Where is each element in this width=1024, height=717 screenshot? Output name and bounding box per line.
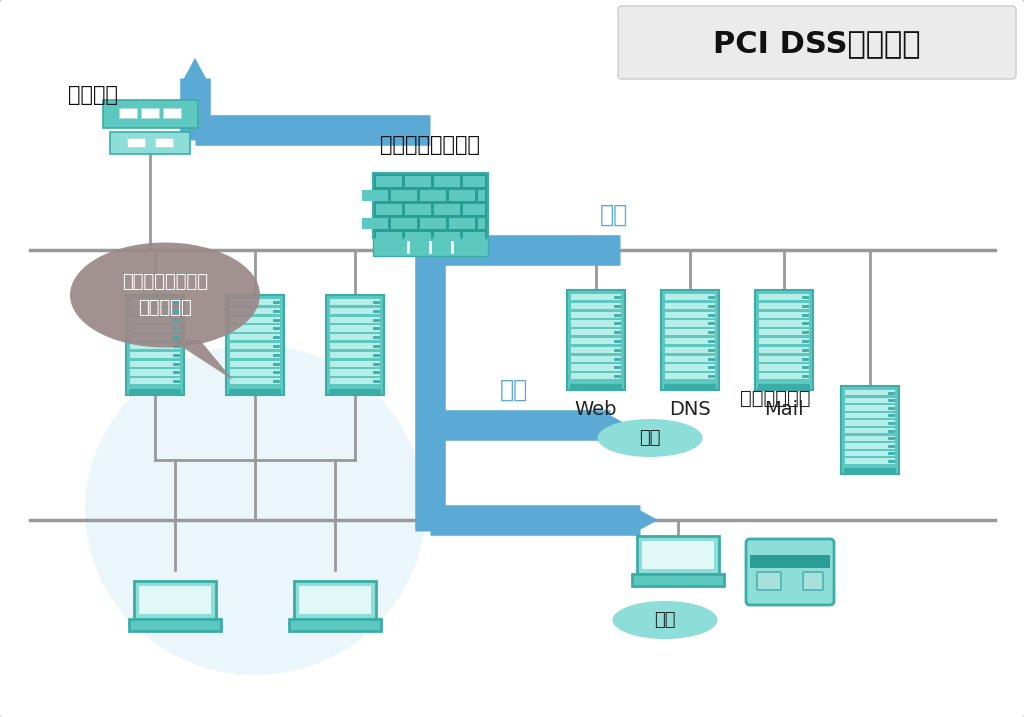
FancyBboxPatch shape [759, 303, 809, 309]
FancyBboxPatch shape [130, 352, 180, 358]
FancyBboxPatch shape [746, 539, 834, 605]
Text: PCI DSS対象範囲: PCI DSS対象範囲 [714, 29, 921, 59]
FancyBboxPatch shape [230, 369, 280, 376]
FancyBboxPatch shape [477, 217, 484, 229]
FancyBboxPatch shape [110, 132, 190, 154]
FancyBboxPatch shape [130, 317, 180, 323]
FancyBboxPatch shape [330, 352, 380, 358]
FancyBboxPatch shape [845, 443, 895, 449]
FancyBboxPatch shape [662, 290, 719, 390]
FancyBboxPatch shape [330, 317, 380, 323]
FancyBboxPatch shape [130, 361, 180, 367]
FancyBboxPatch shape [330, 326, 380, 331]
FancyBboxPatch shape [404, 232, 430, 242]
FancyBboxPatch shape [759, 364, 809, 371]
FancyBboxPatch shape [127, 138, 145, 147]
FancyBboxPatch shape [361, 189, 387, 201]
FancyBboxPatch shape [130, 308, 180, 314]
FancyBboxPatch shape [477, 189, 484, 201]
FancyBboxPatch shape [571, 312, 621, 318]
FancyBboxPatch shape [404, 204, 430, 214]
FancyBboxPatch shape [571, 329, 621, 336]
FancyBboxPatch shape [330, 361, 380, 367]
Text: ルーター: ルーター [68, 85, 118, 105]
FancyBboxPatch shape [330, 343, 380, 349]
FancyBboxPatch shape [665, 356, 715, 362]
FancyBboxPatch shape [845, 398, 895, 403]
FancyBboxPatch shape [449, 217, 474, 229]
FancyBboxPatch shape [845, 436, 895, 441]
Ellipse shape [612, 601, 718, 639]
FancyBboxPatch shape [289, 619, 381, 632]
FancyBboxPatch shape [330, 369, 380, 376]
FancyBboxPatch shape [119, 108, 137, 118]
FancyBboxPatch shape [130, 369, 180, 376]
FancyBboxPatch shape [230, 308, 280, 314]
Text: データベース: データベース [740, 389, 811, 407]
FancyBboxPatch shape [102, 100, 198, 128]
FancyBboxPatch shape [845, 405, 895, 411]
FancyBboxPatch shape [229, 389, 281, 395]
Text: ファイアウォール: ファイアウォール [380, 135, 480, 155]
FancyBboxPatch shape [571, 294, 621, 300]
FancyBboxPatch shape [841, 386, 899, 474]
FancyBboxPatch shape [330, 334, 380, 341]
FancyBboxPatch shape [330, 308, 380, 314]
FancyBboxPatch shape [294, 581, 376, 619]
FancyBboxPatch shape [230, 334, 280, 341]
FancyBboxPatch shape [420, 217, 445, 229]
FancyBboxPatch shape [463, 204, 484, 214]
FancyBboxPatch shape [373, 173, 487, 237]
FancyBboxPatch shape [755, 290, 813, 390]
FancyBboxPatch shape [230, 378, 280, 384]
FancyBboxPatch shape [845, 390, 895, 395]
FancyBboxPatch shape [230, 352, 280, 358]
FancyBboxPatch shape [299, 586, 371, 614]
FancyBboxPatch shape [664, 384, 716, 390]
FancyBboxPatch shape [803, 572, 823, 590]
FancyBboxPatch shape [642, 541, 714, 569]
Text: DNS: DNS [669, 400, 711, 419]
FancyBboxPatch shape [449, 189, 474, 201]
FancyBboxPatch shape [163, 108, 181, 118]
FancyBboxPatch shape [433, 176, 460, 186]
FancyBboxPatch shape [844, 468, 896, 474]
Text: Web: Web [574, 400, 617, 419]
FancyBboxPatch shape [618, 6, 1016, 79]
FancyBboxPatch shape [759, 374, 809, 379]
FancyBboxPatch shape [571, 347, 621, 353]
Ellipse shape [70, 242, 260, 348]
Text: 関係の無い機器も
対象になる: 関係の無い機器も 対象になる [122, 273, 208, 316]
FancyBboxPatch shape [134, 581, 216, 619]
FancyBboxPatch shape [759, 356, 809, 362]
FancyBboxPatch shape [373, 237, 487, 255]
FancyBboxPatch shape [376, 176, 401, 186]
FancyBboxPatch shape [845, 458, 895, 464]
FancyBboxPatch shape [155, 138, 173, 147]
FancyBboxPatch shape [665, 303, 715, 309]
FancyBboxPatch shape [758, 384, 810, 390]
FancyBboxPatch shape [139, 586, 211, 614]
Text: 保管: 保管 [654, 611, 676, 629]
FancyBboxPatch shape [230, 326, 280, 331]
FancyBboxPatch shape [130, 378, 180, 384]
Polygon shape [183, 58, 207, 80]
FancyBboxPatch shape [390, 217, 417, 229]
FancyBboxPatch shape [326, 295, 384, 395]
FancyBboxPatch shape [571, 364, 621, 371]
Text: 保管: 保管 [639, 429, 660, 447]
FancyBboxPatch shape [665, 320, 715, 326]
Ellipse shape [85, 345, 425, 675]
FancyBboxPatch shape [330, 378, 380, 384]
FancyBboxPatch shape [665, 338, 715, 344]
Polygon shape [638, 509, 658, 531]
FancyBboxPatch shape [376, 204, 401, 214]
Text: Mail: Mail [764, 400, 804, 419]
FancyBboxPatch shape [126, 295, 184, 395]
FancyBboxPatch shape [750, 555, 830, 568]
FancyBboxPatch shape [420, 189, 445, 201]
FancyBboxPatch shape [759, 320, 809, 326]
Text: 処理: 処理 [600, 203, 629, 227]
FancyBboxPatch shape [130, 334, 180, 341]
